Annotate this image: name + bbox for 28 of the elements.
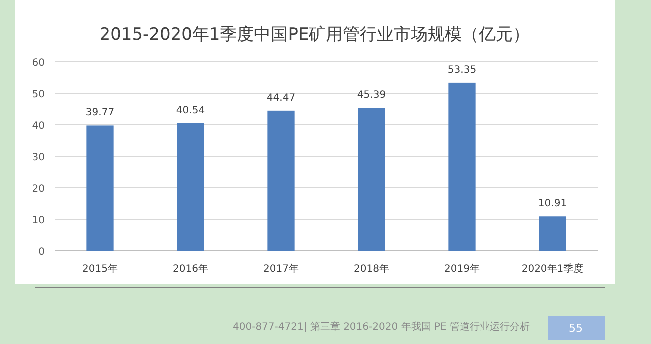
- y-tick-label: 40: [32, 121, 45, 132]
- x-tick-label: 2018年: [354, 263, 390, 275]
- x-tick-label: 2017年: [264, 263, 299, 275]
- x-tick-label: 2019年: [444, 263, 480, 275]
- text: 55: [569, 322, 583, 335]
- y-tick-label: 60: [32, 58, 45, 69]
- y-tick-label: 50: [32, 90, 45, 100]
- data-label: 44.47: [266, 92, 296, 104]
- text: 400-877-4721| 第三章 2016-2020 年我国 PE 管道行业运行分析: [233, 321, 530, 333]
- bar: [177, 123, 204, 251]
- bar: [448, 82, 476, 251]
- y-tick-label: 0: [38, 247, 45, 258]
- data-label: 40.54: [176, 105, 206, 116]
- bar: [358, 108, 386, 251]
- x-tick-label: 2016年: [173, 263, 208, 275]
- chart-title: 2015-2020年1季度中国PE矿用管行业市场规模（亿元）: [100, 25, 530, 45]
- data-label: 39.77: [86, 108, 115, 119]
- data-label: 45.39: [357, 90, 386, 102]
- x-tick-label: 2020年1季度: [522, 263, 584, 275]
- data-label: 10.91: [538, 198, 568, 210]
- y-tick-label: 20: [32, 184, 45, 195]
- x-tick-label: 2015年: [82, 263, 118, 275]
- y-tick-label: 10: [32, 216, 45, 226]
- bar: [539, 216, 566, 251]
- bar: [268, 110, 295, 251]
- bar: [86, 126, 114, 251]
- data-label: 53.35: [448, 64, 477, 76]
- y-tick-label: 30: [32, 152, 45, 164]
